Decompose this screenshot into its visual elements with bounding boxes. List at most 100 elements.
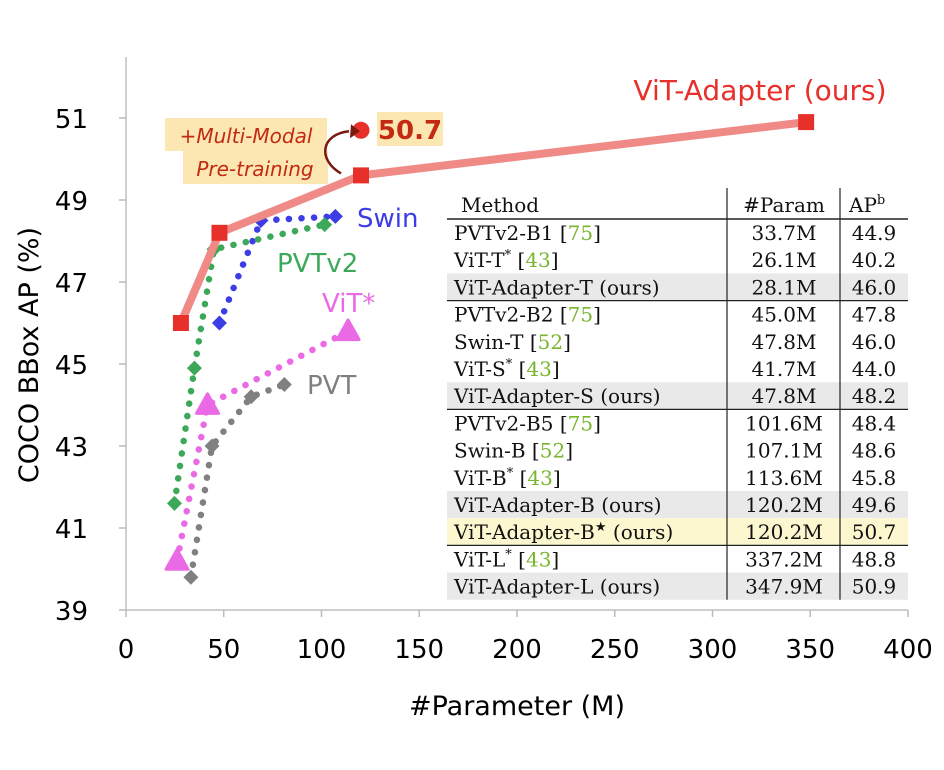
cite-bracket: ]: [551, 248, 559, 272]
vit-adapter-ours-point: [798, 114, 815, 131]
table-header-param: #Param: [743, 193, 825, 217]
table-cell-method: ViT-Adapter-S (ours): [453, 384, 661, 408]
x-tick-label: 300: [688, 635, 738, 665]
annotation-highlight: [183, 151, 328, 184]
series-label: PVT: [307, 371, 356, 401]
table-cell-method: Swin-B [52]: [454, 439, 573, 463]
table-cell-param: 45.0M: [751, 303, 816, 327]
table-cell-param: 28.1M: [751, 275, 816, 299]
y-tick-label: 41: [55, 515, 88, 545]
series-label: ViT*: [322, 289, 375, 319]
cite-number: 43: [525, 248, 550, 272]
table-header-ap-sup: b: [877, 193, 885, 208]
cite-bracket: ]: [593, 221, 601, 245]
y-tick-label: 43: [55, 433, 88, 463]
y-tick-label: 51: [55, 105, 88, 135]
x-tick-label: 50: [207, 635, 240, 665]
cite-number: 52: [538, 330, 563, 354]
cite-bracket: [: [520, 466, 528, 490]
series-label: ViT-Adapter (ours): [633, 74, 886, 107]
pvt-point: [204, 438, 220, 454]
pvt-point: [183, 569, 199, 585]
method-name: ViT-Adapter-B (ours): [453, 493, 662, 517]
cite-bracket: [: [518, 248, 526, 272]
y-tick-label: 45: [55, 351, 88, 381]
table-cell-param: 47.8M: [751, 330, 816, 354]
series-label: Swin: [357, 204, 418, 234]
method-suffix: (ours): [613, 520, 673, 544]
table-cell-param: 33.7M: [751, 221, 816, 245]
pvt-point: [276, 377, 292, 392]
method-superscript: *: [505, 248, 512, 263]
table-cell-ap: 44.0: [852, 357, 897, 381]
x-tick-label: 0: [118, 635, 135, 665]
annotation-arrow: [324, 130, 350, 175]
vit-point: [335, 318, 361, 342]
multimodal-value-highlight: [377, 112, 443, 146]
x-tick-label: 350: [785, 635, 835, 665]
method-superscript: ★: [595, 520, 607, 535]
table-cell-method: ViT-Adapter-T (ours): [453, 275, 660, 299]
table-cell-method: ViT-S* [43]: [453, 357, 560, 381]
cite-bracket: [: [519, 357, 527, 381]
method-name: ViT-Adapter-S (ours): [453, 384, 661, 408]
table-cell-param: 47.8M: [751, 384, 816, 408]
series-label: PVTv2: [277, 249, 358, 279]
table-cell-ap: 47.8: [852, 303, 897, 327]
method-superscript: *: [507, 466, 514, 481]
method-name: PVTv2-B5: [454, 411, 553, 435]
vit-adapter-ours-point: [211, 224, 228, 241]
method-name: ViT-S: [453, 357, 506, 381]
cite-bracket: [: [518, 547, 526, 571]
cite-bracket: [: [560, 221, 568, 245]
pvtv2-point: [186, 360, 202, 376]
vit-point: [195, 392, 221, 415]
table-cell-ap: 48.2: [852, 384, 897, 408]
table-row-shade: [447, 572, 908, 600]
method-name: Swin-T: [454, 330, 524, 354]
table-cell-method: PVTv2-B1 [75]: [454, 221, 601, 245]
annotation-text: +Multi-Modal: [180, 124, 313, 148]
cite-bracket: ]: [593, 411, 601, 435]
method-name: ViT-T: [453, 248, 505, 272]
method-name: PVTv2-B2: [454, 303, 553, 327]
table-cell-method: PVTv2-B5 [75]: [454, 411, 601, 435]
table-header-method: Method: [461, 193, 539, 217]
table-cell-param: 337.2M: [745, 547, 823, 571]
table-header-ap: APb: [848, 193, 885, 217]
cite-number: 43: [526, 547, 551, 571]
table-cell-ap: 46.0: [852, 275, 897, 299]
pvtv2-point: [317, 217, 333, 233]
table-cell-ap: 48.6: [852, 439, 897, 463]
table-cell-ap: 44.9: [852, 221, 897, 245]
x-tick-label: 200: [492, 635, 542, 665]
table-row-shade: [447, 491, 908, 519]
cite-number: 75: [568, 221, 593, 245]
x-axis-label: #Parameter (M): [409, 691, 625, 722]
vit-adapter-ours-point: [352, 167, 369, 184]
table-cell-param: 101.6M: [745, 411, 823, 435]
y-tick-label: 49: [55, 187, 88, 217]
swin-point: [327, 208, 343, 224]
cite-number: 52: [540, 439, 565, 463]
pvt-point: [243, 389, 259, 405]
method-name: PVTv2-B1: [454, 221, 553, 245]
cite-bracket: ]: [565, 439, 573, 463]
table-cell-param: 347.9M: [745, 575, 823, 599]
cite-bracket: [: [560, 411, 568, 435]
cite-bracket: ]: [593, 303, 601, 327]
cite-number: 75: [568, 411, 593, 435]
method-name: ViT-B: [453, 466, 507, 490]
table-cell-method: ViT-Adapter-L (ours): [453, 575, 660, 599]
table-cell-method: Swin-T [52]: [454, 330, 571, 354]
cite-number: 75: [568, 303, 593, 327]
pvtv2-point: [166, 495, 182, 511]
table-cell-method: ViT-Adapter-B (ours): [453, 493, 662, 517]
vit-series-line: [173, 327, 352, 565]
results-table: Method #Param APb PVTv2-B1 [75] 33.7M 44.9 ViT…: [447, 188, 908, 600]
cite-number: 43: [527, 466, 552, 490]
y-tick-label: 47: [55, 269, 88, 299]
cite-bracket: ]: [553, 466, 561, 490]
method-name: ViT-L: [453, 547, 505, 571]
